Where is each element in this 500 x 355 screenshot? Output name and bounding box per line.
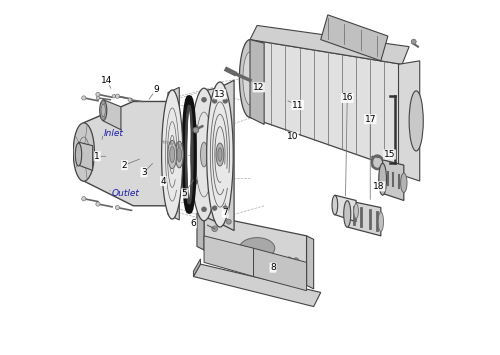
Ellipse shape — [177, 147, 182, 162]
Circle shape — [193, 179, 198, 184]
Ellipse shape — [240, 40, 260, 118]
Circle shape — [210, 125, 215, 130]
Text: 8: 8 — [270, 263, 276, 272]
Circle shape — [293, 258, 299, 263]
Text: 15: 15 — [384, 150, 396, 159]
Text: 11: 11 — [292, 100, 304, 109]
Polygon shape — [84, 102, 168, 206]
Circle shape — [202, 97, 206, 102]
Circle shape — [116, 206, 119, 210]
Circle shape — [96, 96, 100, 100]
Circle shape — [102, 116, 105, 120]
Text: ROTATION: ROTATION — [161, 140, 184, 148]
Polygon shape — [382, 160, 404, 201]
Polygon shape — [320, 15, 388, 61]
Circle shape — [128, 98, 132, 102]
Ellipse shape — [191, 88, 218, 221]
Ellipse shape — [378, 212, 384, 231]
Circle shape — [112, 94, 116, 98]
Ellipse shape — [243, 52, 257, 105]
Ellipse shape — [344, 201, 351, 227]
Text: 4: 4 — [160, 176, 166, 186]
Circle shape — [193, 125, 198, 130]
Polygon shape — [194, 259, 200, 277]
Ellipse shape — [176, 141, 183, 168]
Text: Outlet: Outlet — [112, 189, 140, 198]
Ellipse shape — [76, 143, 82, 166]
Ellipse shape — [400, 173, 407, 192]
Circle shape — [82, 197, 86, 201]
Circle shape — [193, 127, 198, 133]
Polygon shape — [204, 87, 220, 223]
Ellipse shape — [216, 143, 224, 166]
Polygon shape — [204, 236, 254, 277]
Circle shape — [411, 39, 416, 44]
Ellipse shape — [378, 163, 386, 195]
Ellipse shape — [162, 90, 183, 219]
Circle shape — [202, 207, 206, 212]
Text: 18: 18 — [374, 182, 385, 191]
Polygon shape — [78, 142, 92, 170]
Ellipse shape — [206, 82, 233, 227]
Text: 1: 1 — [94, 152, 100, 161]
Polygon shape — [204, 215, 306, 285]
Polygon shape — [254, 248, 306, 291]
Ellipse shape — [168, 140, 176, 169]
Text: 12: 12 — [253, 83, 264, 92]
Circle shape — [212, 226, 218, 231]
Ellipse shape — [170, 147, 174, 163]
Text: 13: 13 — [214, 90, 226, 99]
Polygon shape — [398, 61, 419, 181]
Circle shape — [116, 94, 119, 98]
Polygon shape — [250, 26, 409, 64]
Polygon shape — [306, 236, 314, 289]
Ellipse shape — [73, 123, 94, 181]
Ellipse shape — [100, 100, 107, 121]
Text: 9: 9 — [154, 84, 159, 94]
Text: 6: 6 — [190, 219, 196, 228]
Circle shape — [223, 206, 228, 210]
Ellipse shape — [218, 148, 222, 161]
Circle shape — [102, 101, 105, 104]
Text: 16: 16 — [342, 93, 353, 103]
Text: 5: 5 — [182, 189, 188, 198]
Ellipse shape — [332, 195, 338, 215]
Circle shape — [210, 179, 215, 184]
Circle shape — [226, 219, 232, 224]
Polygon shape — [197, 213, 204, 250]
Text: Inlet: Inlet — [104, 129, 123, 138]
Polygon shape — [104, 100, 121, 130]
Text: 2: 2 — [122, 160, 128, 170]
Text: 7: 7 — [222, 208, 228, 217]
Polygon shape — [335, 195, 356, 222]
Polygon shape — [168, 87, 179, 220]
Circle shape — [96, 202, 100, 206]
Circle shape — [223, 99, 228, 103]
Polygon shape — [250, 40, 264, 125]
Circle shape — [212, 99, 217, 103]
Text: 14: 14 — [101, 76, 112, 85]
Circle shape — [96, 92, 100, 97]
Polygon shape — [372, 156, 382, 170]
Ellipse shape — [240, 237, 275, 259]
Polygon shape — [250, 40, 402, 170]
Polygon shape — [194, 264, 320, 307]
Polygon shape — [347, 201, 381, 236]
Text: 3: 3 — [141, 168, 147, 177]
Ellipse shape — [409, 91, 424, 151]
Circle shape — [82, 96, 86, 100]
Polygon shape — [220, 80, 234, 230]
Text: 17: 17 — [364, 115, 376, 124]
Text: 10: 10 — [286, 132, 298, 141]
Ellipse shape — [354, 204, 358, 219]
Circle shape — [212, 206, 217, 210]
Ellipse shape — [200, 142, 207, 167]
